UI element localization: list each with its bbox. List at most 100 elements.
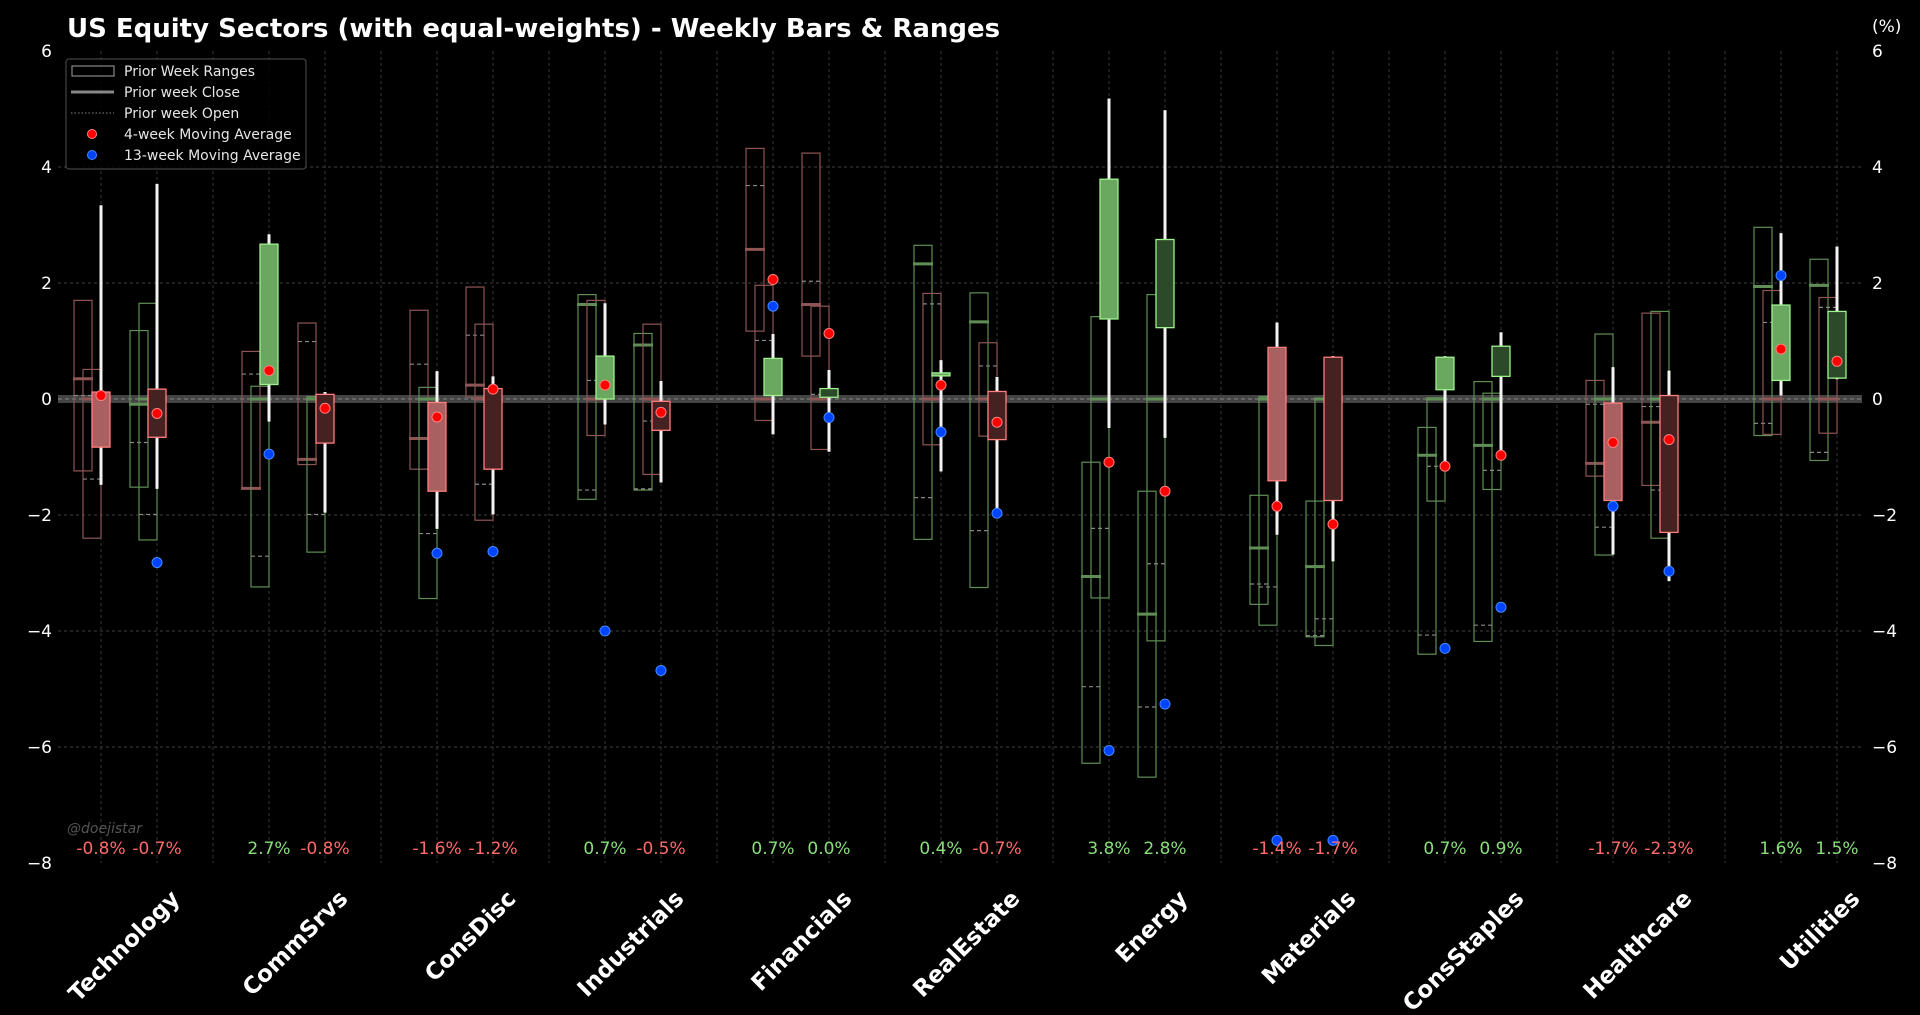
candle-body bbox=[1603, 402, 1623, 502]
ma4-dot bbox=[431, 411, 443, 423]
ma13-dot bbox=[263, 448, 275, 460]
candle-body bbox=[427, 401, 447, 492]
legend-label-ma13: 13-week Moving Average bbox=[124, 148, 301, 164]
weekly-return-label: -1.4% bbox=[1252, 839, 1301, 859]
y-tick-label-left: 6 bbox=[41, 42, 52, 62]
week-bar-group bbox=[297, 322, 335, 553]
weekly-return-label: -0.8% bbox=[76, 839, 125, 859]
weekly-return-label: -0.7% bbox=[132, 839, 181, 859]
candle-body bbox=[931, 372, 951, 377]
chart-title: US Equity Sectors (with equal-weights) -… bbox=[67, 14, 1000, 44]
candle-body bbox=[483, 387, 503, 470]
ma4-dot bbox=[487, 383, 499, 395]
ma4-dot bbox=[1439, 460, 1451, 472]
y-tick-label-left: 2 bbox=[41, 274, 52, 294]
weekly-return-label: 0.7% bbox=[751, 839, 794, 859]
weekly-return-label: -0.7% bbox=[972, 839, 1021, 859]
sector-group-healthcare bbox=[1585, 310, 1679, 582]
candle-body bbox=[1491, 345, 1511, 378]
y-tick-label-right: 2 bbox=[1872, 274, 1883, 294]
sector-group-financials bbox=[745, 147, 839, 452]
ma4-dot bbox=[263, 365, 275, 377]
weekly-return-label: -1.2% bbox=[468, 839, 517, 859]
week-bar-group bbox=[913, 244, 951, 540]
ma13-dot bbox=[1439, 642, 1451, 654]
y-axis-right: 6 4 2 0 −2 −4 −6 −8 bbox=[1872, 42, 1897, 874]
ma13-dot bbox=[1103, 744, 1115, 756]
week-bar-group bbox=[1417, 356, 1455, 655]
prior-week-range-box bbox=[250, 385, 270, 588]
ma4-dot bbox=[1663, 434, 1675, 446]
sector-group-technology bbox=[73, 183, 167, 569]
candle-body bbox=[1659, 394, 1679, 534]
weekly-return-label: 0.4% bbox=[919, 839, 962, 859]
ma13-dot bbox=[1663, 565, 1675, 577]
ma4-dot bbox=[1831, 355, 1843, 367]
weekly-return-label: 0.0% bbox=[807, 839, 850, 859]
week-bar-group bbox=[1809, 246, 1847, 462]
ma13-dot bbox=[599, 625, 611, 637]
prior-week-range-box bbox=[913, 244, 933, 540]
week-bar-group bbox=[1081, 98, 1119, 764]
unit-label: (%) bbox=[1872, 17, 1901, 37]
legend-label-ma4: 4-week Moving Average bbox=[124, 127, 292, 143]
legend-range-swatch-icon bbox=[71, 65, 115, 77]
weekly-return-label: 2.8% bbox=[1143, 839, 1186, 859]
y-tick-label-left: −2 bbox=[27, 506, 52, 526]
candle-body bbox=[315, 393, 335, 444]
ma13-dot bbox=[1495, 601, 1507, 613]
ma4-dot bbox=[1495, 449, 1507, 461]
weekly-return-label: 2.7% bbox=[247, 839, 290, 859]
ma13-dot bbox=[935, 426, 947, 438]
ma4-dot bbox=[1103, 456, 1115, 468]
ma13-dot bbox=[1271, 834, 1283, 846]
chart-marks bbox=[73, 98, 1847, 846]
week-bar-group bbox=[409, 309, 447, 600]
candle-body bbox=[1267, 346, 1287, 482]
ma13-dot bbox=[767, 300, 779, 312]
week-bar-group bbox=[1473, 332, 1511, 643]
legend-label-range: Prior Week Ranges bbox=[124, 64, 255, 80]
ma13-dot bbox=[823, 412, 835, 424]
candle-body bbox=[595, 355, 615, 400]
week-bar-group bbox=[969, 292, 1007, 589]
week-bar-group bbox=[1641, 310, 1679, 582]
ma13-dot bbox=[655, 664, 667, 676]
week-bar-group bbox=[1305, 356, 1343, 846]
weekly-return-label: 0.7% bbox=[1423, 839, 1466, 859]
y-tick-label-right: 4 bbox=[1872, 158, 1883, 178]
ma13-dot bbox=[431, 547, 443, 559]
candle-body bbox=[1827, 310, 1847, 379]
legend: Prior Week Ranges Prior week Close Prior… bbox=[65, 58, 307, 170]
ma4-dot bbox=[991, 416, 1003, 428]
y-tick-label-left: −6 bbox=[27, 738, 52, 758]
candle-body bbox=[259, 243, 279, 386]
y-tick-label-left: −8 bbox=[27, 854, 52, 874]
ma4-dot bbox=[823, 327, 835, 339]
sector-group-consdisc bbox=[409, 286, 503, 600]
weekly-return-label: -0.8% bbox=[300, 839, 349, 859]
ma4-dot bbox=[767, 274, 779, 286]
weekly-return-label: -0.5% bbox=[636, 839, 685, 859]
weekly-return-label: 1.5% bbox=[1815, 839, 1858, 859]
sector-group-realestate bbox=[913, 244, 1007, 589]
y-tick-label-right: −6 bbox=[1872, 738, 1897, 758]
candle-body bbox=[1155, 238, 1175, 329]
ma4-dot bbox=[151, 408, 163, 419]
weekly-return-label: 0.7% bbox=[583, 839, 626, 859]
sector-group-consstaples bbox=[1417, 332, 1511, 655]
y-tick-label-left: 0 bbox=[41, 390, 52, 410]
legend-box bbox=[65, 58, 307, 170]
candle-body bbox=[763, 357, 783, 397]
y-axis-left: 6 4 2 0 −2 −4 −6 −8 bbox=[27, 42, 52, 874]
y-tick-label-left: 4 bbox=[41, 158, 52, 178]
ma4-dot bbox=[319, 402, 331, 414]
weekly-return-label: -1.7% bbox=[1308, 839, 1357, 859]
weekly-return-labels: -0.8% -0.7% 2.7% -0.8% -1.6% -1.2% 0.7% -0.5% 0.… bbox=[76, 839, 1858, 859]
sector-group-industrials bbox=[577, 294, 671, 676]
ma13-dot bbox=[1327, 834, 1339, 846]
candle-body bbox=[1771, 304, 1791, 382]
week-bar-group bbox=[577, 294, 615, 637]
week-bar-group bbox=[241, 234, 279, 588]
